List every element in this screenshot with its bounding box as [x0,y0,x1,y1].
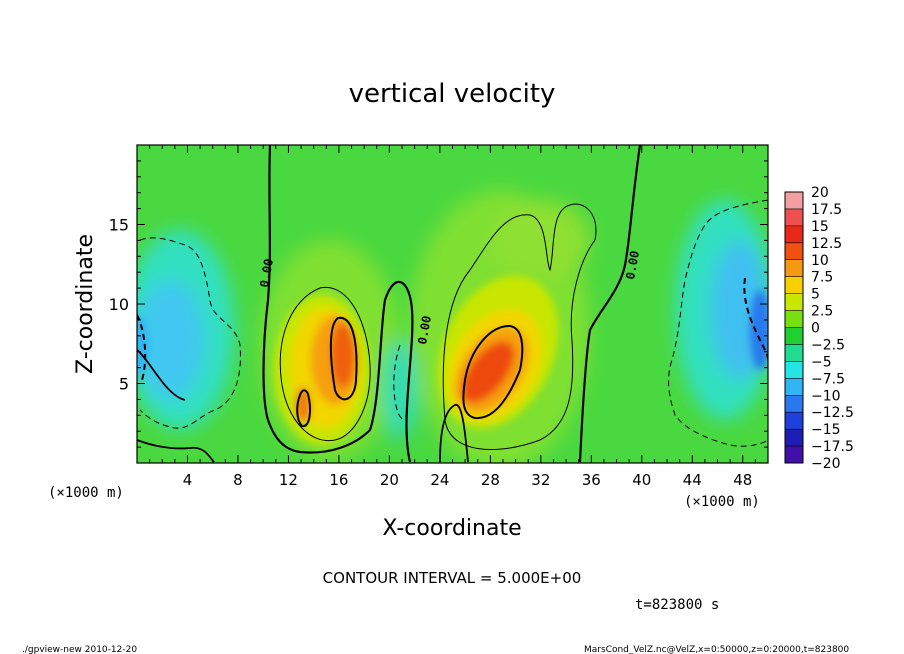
x-tick-label: 28 [481,471,500,489]
x-tick-label: 16 [329,471,348,489]
colorbar-label: 2.5 [811,304,833,320]
x-tick-label: 8 [233,471,243,489]
colorbar-swatch [785,208,803,227]
footer-left: ./gpview-new 2010-12-20 [22,645,137,654]
colorbar-label: 17.5 [811,202,842,218]
time-text: t=823800 s [635,597,719,613]
contour-label: 0.00 [623,250,642,281]
y-axis-label: Z-coordinate [73,234,98,374]
footer-right: MarsCond_VelZ.nc@VelZ,x=0:50000,z=0:2000… [584,645,849,654]
colorbar-swatch [785,327,803,345]
colorbar-swatch [785,225,803,244]
colorbar: 2017.51512.5107.552.50−2.5−5−7.5−10−12.5… [784,185,854,472]
colorbar-swatch [785,276,803,295]
colorbar-swatch [785,412,803,430]
colorbar-label: −7.5 [811,371,845,387]
colorbar-swatch [785,192,803,210]
colorbar-swatch [785,429,803,447]
colorbar-label: −2.5 [811,337,845,353]
colorbar-swatch [785,378,803,396]
colorbar-swatch [785,259,803,278]
x-unit-left: (×1000 m) [48,485,124,501]
x-tick-label: 36 [582,471,601,489]
x-tick-label: 12 [279,471,298,489]
colorbar-swatch [785,395,803,413]
x-tick-label: 40 [632,471,651,489]
y-tick-label: 5 [119,375,129,394]
colorbar-label: −17.5 [811,439,854,455]
colorbar-label: −20 [811,456,841,472]
x-tick-label: 32 [531,471,550,489]
y-tick-label: 15 [109,216,129,235]
heatmap-field: 0.00 0.00 0.00 [137,145,768,463]
colorbar-swatch [785,310,803,328]
colorbar-swatch [785,361,803,379]
contour-label: 0.00 [415,315,434,346]
colorbar-swatch [785,293,803,312]
colorbar-label: 7.5 [811,270,833,286]
colorbar-swatch [785,242,803,261]
colorbar-label: 20 [811,185,829,201]
y-axis-ticks: 5 10 15 [109,160,768,448]
colorbar-label: −12.5 [811,405,854,421]
colorbar-label: 10 [811,253,829,269]
colorbar-label: −15 [811,422,841,438]
colorbar-label: −5 [811,354,832,370]
contour-label: 0.00 [257,258,276,289]
colorbar-swatch [785,446,803,464]
x-tick-label: 4 [183,471,193,489]
x-tick-label: 48 [733,471,752,489]
contour-interval-text: CONTOUR INTERVAL = 5.000E+00 [323,569,582,587]
colorbar-swatch [785,344,803,362]
x-tick-label: 24 [430,471,449,489]
x-unit-right: (×1000 m) [684,494,760,510]
colorbar-label: −10 [811,388,841,404]
y-tick-label: 10 [109,295,129,314]
x-tick-label: 20 [380,471,399,489]
x-axis-ticks: 4 8 12 16 20 24 28 32 36 40 44 48 [149,145,756,489]
colorbar-label: 0 [811,321,820,337]
colorbar-label: 12.5 [811,236,842,252]
chart-title: vertical velocity [349,79,556,109]
colorbar-label: 15 [811,219,829,235]
x-tick-label: 44 [683,471,702,489]
x-axis-label: X-coordinate [382,516,521,541]
colorbar-label: 5 [811,287,820,303]
